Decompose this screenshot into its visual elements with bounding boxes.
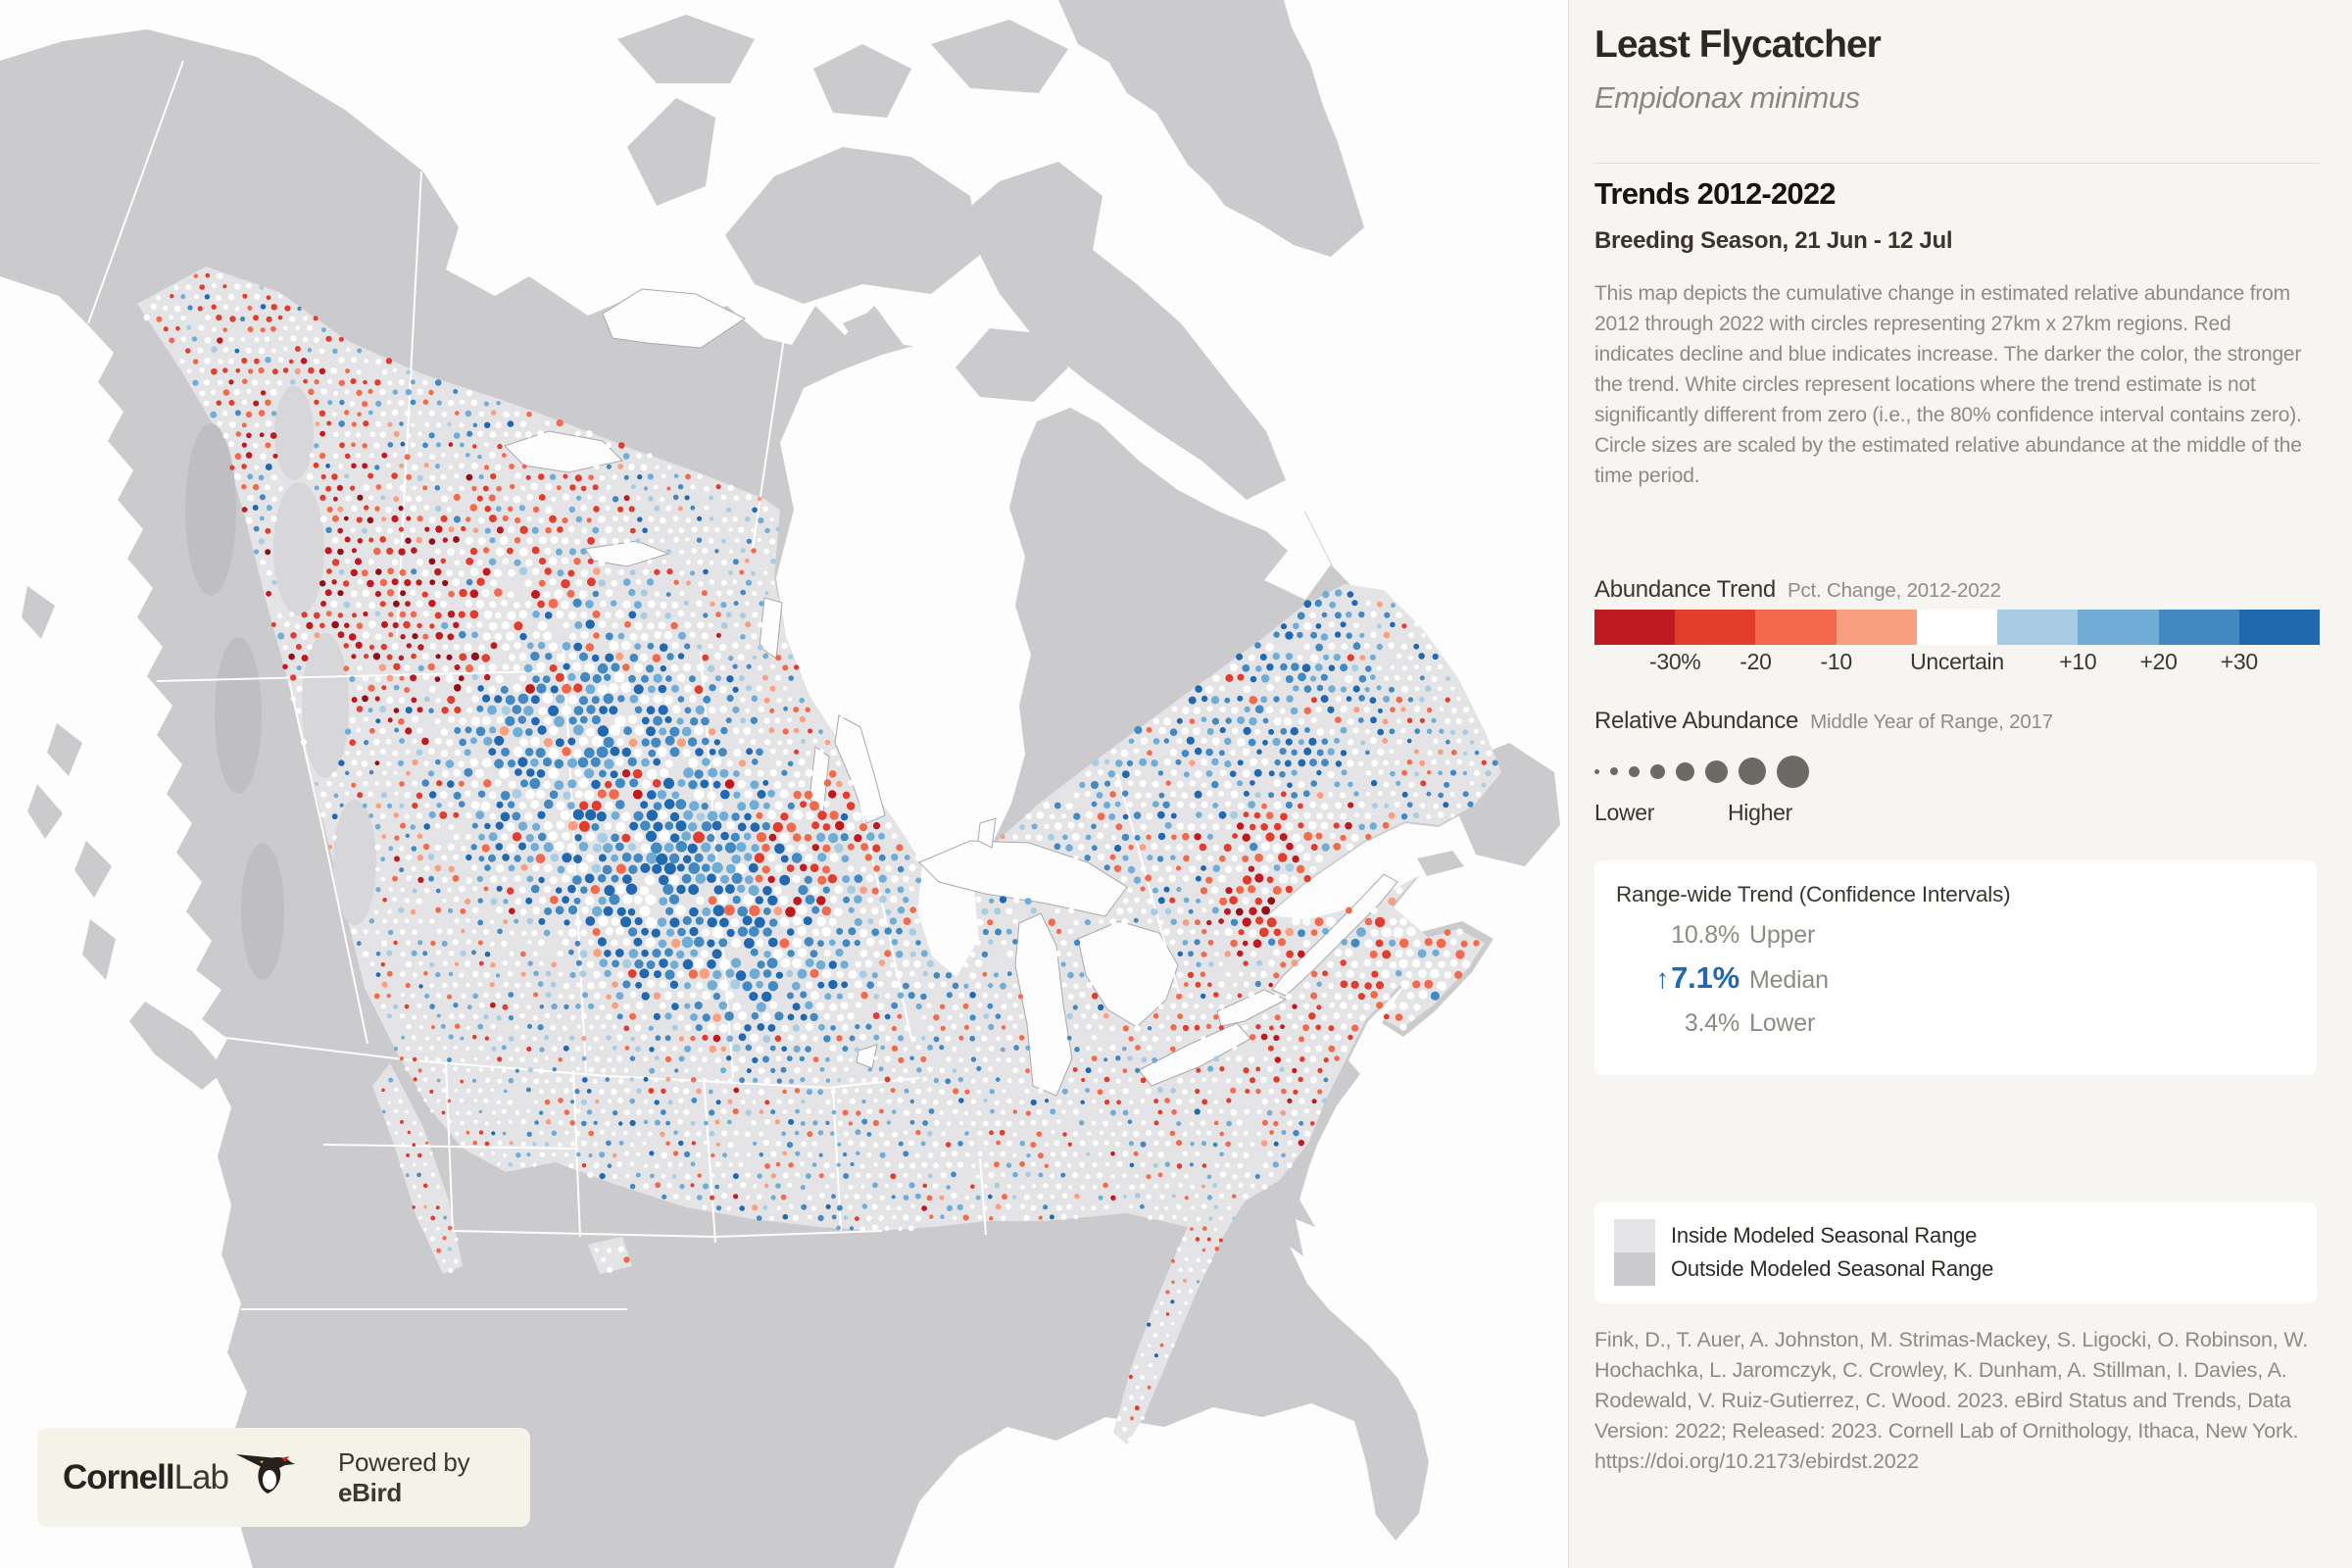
scale-segment — [1997, 610, 2079, 645]
trend-scale-ticks: -30% -20 -10 Uncertain +10 +20 +30 — [1594, 649, 2320, 676]
map-description: This map depicts the cumulative change i… — [1594, 282, 2302, 487]
scale-tick-label: -10 — [1820, 649, 1852, 674]
scale-segment — [1675, 610, 1756, 645]
abundance-size-circle — [1610, 767, 1618, 775]
relative-abundance-sublabel: Middle Year of Range, 2017 — [1810, 710, 2053, 733]
median-percent: 7.1% — [1671, 960, 1740, 995]
abundance-size-circle — [1705, 760, 1728, 783]
scale-tick-label: +20 — [2139, 649, 2178, 674]
scale-segment — [2238, 610, 2320, 645]
trend-dot-layer — [143, 272, 1498, 1443]
relative-abundance-label: Relative Abundance — [1594, 708, 1799, 734]
trends-heading: Trends 2012-2022 — [1594, 176, 1837, 211]
woodpecker-icon — [234, 1448, 295, 1500]
abundance-size-circle — [1777, 755, 1809, 788]
lower-ci-value: 3.4% — [1684, 1009, 1740, 1037]
abundance-size-circle — [1676, 761, 1694, 781]
citation-text: Fink, D., T. Auer, A. Johnston, M. Strim… — [1594, 1328, 2309, 1473]
rangewide-trend-title: Range-wide Trend (Confidence Intervals) — [1616, 882, 2011, 906]
upper-ci-label: Upper — [1749, 921, 1816, 949]
size-scale-higher-label: Higher — [1728, 800, 1792, 825]
scale-segment — [2158, 610, 2239, 645]
up-arrow-icon: ↑ — [1655, 963, 1670, 994]
scale-tick-label: +30 — [2220, 649, 2258, 674]
scale-segment — [1916, 610, 1998, 645]
abundance-size-labels: Lower Higher — [1594, 800, 2320, 829]
ebird-wordmark: eBird — [337, 1477, 402, 1507]
species-title: Least Flycatcher — [1594, 24, 1882, 66]
inside-range-legend-row: Inside Modeled Seasonal Range — [1614, 1219, 1977, 1252]
divider — [1594, 163, 2320, 164]
outside-range-label: Outside Modeled Seasonal Range — [1671, 1256, 1994, 1281]
lower-ci-label: Lower — [1749, 1009, 1816, 1037]
size-scale-lower-label: Lower — [1594, 800, 1655, 825]
trend-color-scale — [1594, 610, 2320, 645]
lower-ci-row: 3.4% Lower — [1594, 1009, 2317, 1038]
abundance-trend-label: Abundance Trend — [1594, 576, 1776, 603]
scale-tick-label: Uncertain — [1910, 649, 2004, 674]
cornell-lab-logo-card: Cornell Lab Powered by eBird — [37, 1428, 530, 1527]
scale-tick-label: -20 — [1740, 649, 1772, 674]
range-legend-card: Inside Modeled Seasonal Range Outside Mo… — [1594, 1202, 2317, 1303]
inside-range-swatch — [1614, 1219, 1655, 1252]
season-subheading: Breeding Season, 21 Jun - 12 Jul — [1594, 227, 1953, 254]
north-america-map — [0, 0, 1560, 1568]
abundance-trend-heading: Abundance Trend Pct. Change, 2012-2022 — [1594, 576, 2001, 604]
cornell-wordmark: Cornell — [63, 1457, 175, 1496]
scale-tick-label: -30% — [1648, 649, 1701, 674]
scale-segment — [1594, 610, 1676, 645]
rangewide-trend-card: Range-wide Trend (Confidence Intervals) … — [1594, 860, 2317, 1075]
lab-wordmark: Lab — [173, 1457, 229, 1496]
cornell-lab-logo: Cornell Lab — [63, 1454, 295, 1500]
abundance-size-circle — [1739, 758, 1766, 785]
median-trend-label: Median — [1749, 966, 1829, 994]
median-trend-value: ↑7.1% — [1594, 960, 1740, 996]
scale-segment — [1755, 610, 1837, 645]
scale-segment — [2078, 610, 2159, 645]
inside-range-label: Inside Modeled Seasonal Range — [1671, 1223, 1978, 1248]
abundance-size-scale — [1594, 747, 2320, 796]
outside-range-swatch — [1614, 1252, 1655, 1286]
scale-tick-label: +10 — [2059, 649, 2097, 674]
info-panel: Least Flycatcher Empidonax minimus Trend… — [1568, 0, 2352, 1568]
scale-segment — [1836, 610, 1917, 645]
powered-by-ebird: Powered by eBird — [338, 1447, 505, 1508]
trend-map: Cornell Lab Powered by eBird — [0, 0, 1560, 1568]
powered-by-text: Powered by — [337, 1446, 470, 1477]
abundance-size-circle — [1650, 763, 1665, 779]
outside-range-legend-row: Outside Modeled Seasonal Range — [1614, 1252, 1993, 1286]
median-trend-row: ↑7.1% Median — [1594, 960, 2317, 996]
upper-ci-row: 10.8% Upper — [1594, 921, 2317, 950]
abundance-trend-sublabel: Pct. Change, 2012-2022 — [1787, 579, 2001, 602]
abundance-size-circle — [1594, 768, 1599, 774]
abundance-size-circle — [1629, 765, 1640, 777]
upper-ci-value: 10.8% — [1671, 921, 1740, 949]
relative-abundance-heading: Relative Abundance Middle Year of Range, … — [1594, 708, 2053, 735]
species-scientific-name: Empidonax minimus — [1594, 80, 1860, 115]
